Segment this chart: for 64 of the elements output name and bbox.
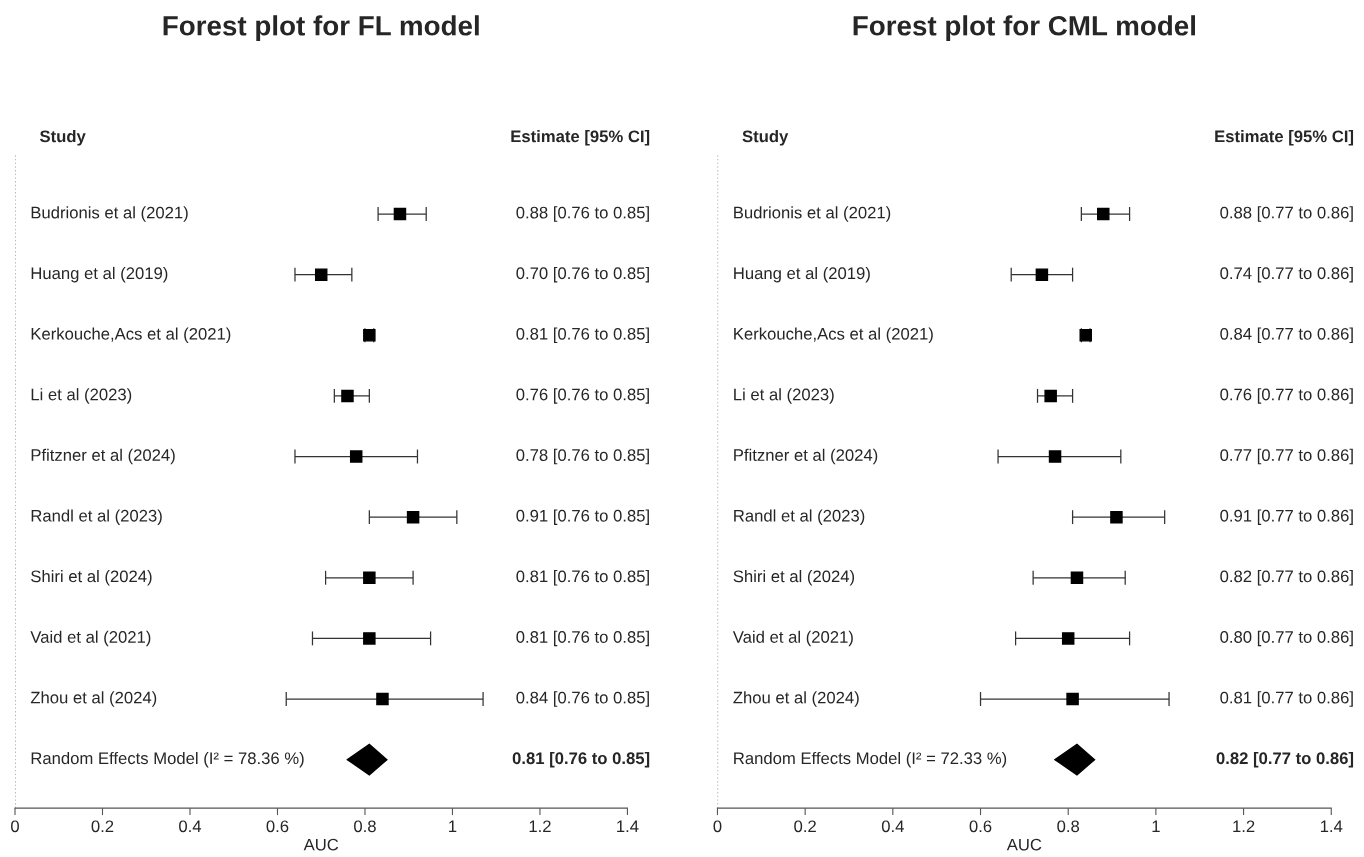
annotation: 0.88 [0.77 to 0.86]	[1220, 206, 1353, 222]
y-tick-label: Kerkouche,Acs et al (2021)	[31, 327, 231, 344]
x-tick-label: 1.2	[529, 820, 551, 833]
chart-title: Forest plot for CML model	[853, 15, 1195, 42]
annotation: 0.81 [0.77 to 0.86]	[1220, 691, 1353, 707]
y-tick-label: Kerkouche,Acs et al (2021)	[734, 327, 933, 344]
x-tick-label: 0.8	[1057, 820, 1080, 833]
x-tick-label: 0.6	[969, 820, 992, 833]
annotation: 0.84 [0.77 to 0.86]	[1220, 327, 1353, 344]
annotation: 0.74 [0.77 to 0.86]	[1220, 266, 1353, 283]
annotation: 0.91 [0.76 to 0.85]	[516, 509, 649, 525]
y-tick-label: Shiri et al (2024)	[733, 570, 855, 586]
y-tick-label: Zhou et al (2024)	[30, 691, 157, 707]
annotation: 0.82 [0.77 to 0.86]	[1216, 751, 1354, 768]
x-axis-title: AUC	[303, 838, 339, 851]
y-tick-label: Li et al (2023)	[31, 388, 132, 404]
y-tick-label: Budrionis et al (2021)	[31, 206, 188, 222]
x-tick-label: 1.4	[1320, 820, 1343, 833]
x-tick-label: 1	[1152, 820, 1160, 833]
annotation: 0.82 [0.77 to 0.86]	[1220, 570, 1353, 586]
y-tick-label: Pfitzner et al (2024)	[31, 448, 175, 465]
x-tick-label: 0	[713, 820, 722, 833]
x-tick-label: 0	[11, 820, 19, 833]
y-tick-label: Budrionis et al (2021)	[734, 206, 891, 222]
x-tick-label: 0.6	[266, 820, 289, 833]
y-tick-label: Vaid et al (2021)	[732, 630, 853, 647]
y-tick-label: Shiri et al (2024)	[31, 570, 152, 586]
x-tick-label: 0.8	[354, 820, 376, 833]
y-tick-label: Zhou et al (2024)	[733, 691, 859, 707]
annotation: 0.78 [0.76 to 0.85]	[516, 448, 649, 465]
y-tick-label: Huang et al (2019)	[734, 266, 870, 283]
y-tick-label: Random Effects Model (I² = 72.33 %)	[734, 751, 1007, 768]
annotation: 0.81 [0.76 to 0.85]	[512, 751, 650, 768]
y-tick-label: Randl et al (2023)	[734, 509, 865, 525]
x-tick-label: 1.2	[1233, 820, 1255, 833]
annotation: 0.76 [0.76 to 0.85]	[516, 388, 649, 404]
annotation: 0.80 [0.77 to 0.86]	[1220, 630, 1353, 647]
annotation: 0.70 [0.76 to 0.85]	[516, 266, 649, 283]
x-tick-label: 1.4	[617, 820, 639, 833]
annotation: 0.91 [0.77 to 0.86]	[1220, 509, 1353, 525]
text: Study	[742, 130, 789, 146]
x-axis-title: AUC	[1006, 838, 1042, 851]
annotation: 0.76 [0.77 to 0.86]	[1220, 388, 1353, 404]
y-tick-label: Randl et al (2023)	[31, 509, 162, 525]
annotation: 0.84 [0.76 to 0.85]	[516, 691, 649, 707]
annotation: 0.88 [0.76 to 0.85]	[516, 206, 649, 222]
annotation: 0.77 [0.77 to 0.86]	[1220, 448, 1353, 465]
annotation: 0.81 [0.76 to 0.85]	[516, 570, 649, 586]
chart-title: Forest plot for FL model	[163, 15, 479, 42]
y-tick-label: Li et al (2023)	[734, 388, 834, 404]
y-tick-label: Random Effects Model (I² = 78.36 %)	[31, 751, 304, 768]
x-tick-label: 1	[449, 820, 457, 833]
text: Estimate [95% CI]	[1215, 130, 1354, 146]
annotation: 0.81 [0.76 to 0.85]	[516, 630, 649, 647]
y-tick-label: Pfitzner et al (2024)	[734, 448, 878, 465]
x-tick-label: 0.2	[91, 820, 114, 833]
x-tick-label: 0.4	[179, 820, 202, 833]
text: Study	[39, 130, 86, 146]
text: Estimate [95% CI]	[511, 130, 650, 146]
x-tick-label: 0.2	[794, 820, 816, 833]
annotation: 0.81 [0.76 to 0.85]	[516, 327, 649, 344]
y-tick-label: Huang et al (2019)	[31, 266, 168, 283]
x-tick-label: 0.4	[881, 820, 904, 833]
y-tick-label: Vaid et al (2021)	[30, 630, 151, 647]
